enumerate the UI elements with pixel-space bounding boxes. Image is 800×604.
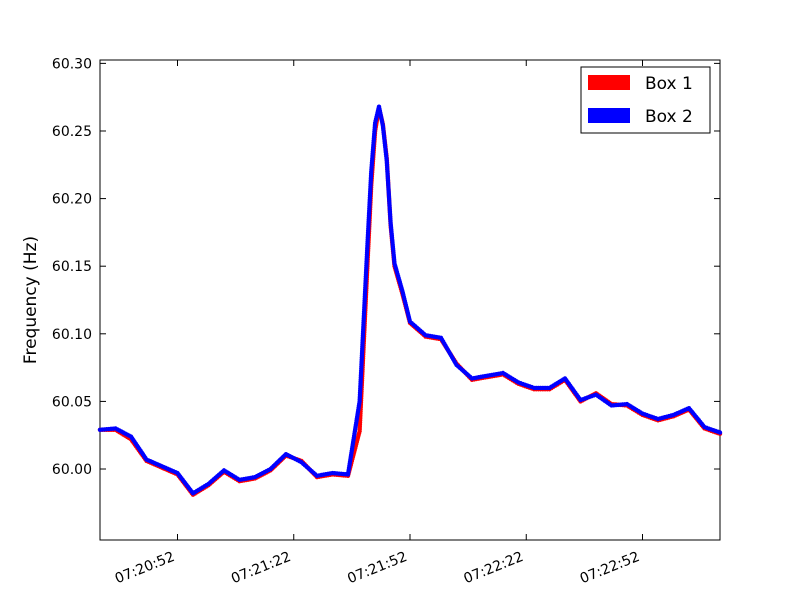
y-tick-label: 60.00 — [52, 462, 92, 478]
x-tick-label: 07:22:52 — [578, 549, 642, 587]
x-tick-label: 07:20:52 — [113, 549, 177, 587]
y-tick-label: 60.10 — [52, 327, 92, 343]
series-2 — [97, 104, 723, 496]
x-tick-label: 07:21:22 — [229, 549, 293, 587]
x-tick-label: 07:21:52 — [345, 549, 409, 587]
legend-swatch-box-2 — [588, 108, 630, 123]
y-tick-label: 60.25 — [52, 124, 92, 140]
y-tick-label: 60.30 — [52, 56, 92, 72]
legend-swatch-box-1 — [588, 75, 630, 90]
plot-area — [99, 59, 721, 541]
legend-label-box-2: Box 2 — [645, 107, 693, 127]
x-tick-label: 07:22:22 — [461, 549, 525, 587]
y-tick-label: 60.20 — [52, 192, 92, 208]
y-tick-label: 60.05 — [52, 394, 92, 410]
y-axis-label: Frequency (Hz) — [21, 236, 41, 364]
legend: Box 1 Box 2 — [580, 66, 711, 134]
legend-label-box-1: Box 1 — [645, 74, 693, 94]
series-layer — [97, 104, 723, 497]
y-tick-label: 60.15 — [52, 259, 92, 275]
series-2-point — [717, 430, 723, 435]
